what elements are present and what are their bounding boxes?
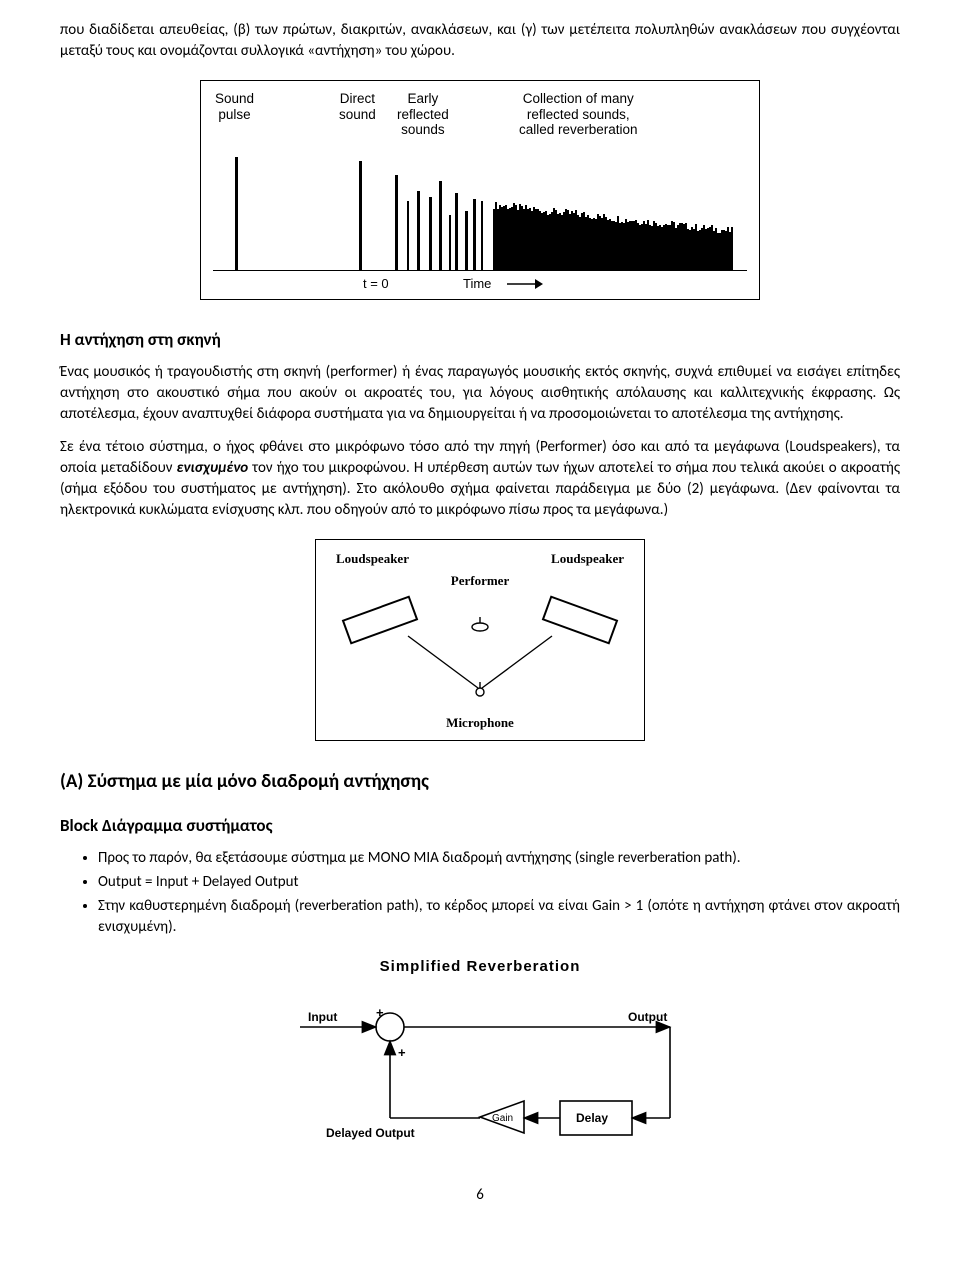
- svg-text:Gain: Gain: [492, 1113, 513, 1124]
- svg-text:Input: Input: [308, 1010, 337, 1024]
- page-number: 6: [60, 1185, 900, 1206]
- fig2-diagram: [330, 592, 630, 712]
- fig1-time-label: Time: [463, 275, 491, 293]
- fig2-label-loudspeaker-left: Loudspeaker: [336, 550, 409, 568]
- paragraph-stage-reverb: Ένας μουσικός ή τραγουδιστής στη σκηνή (…: [60, 362, 900, 425]
- svg-text:Delayed Output: Delayed Output: [326, 1126, 415, 1140]
- bullet-item-1: Προς το παρόν, θα εξετάσουμε σύστημα με …: [98, 848, 900, 869]
- bullet-item-3: Στην καθυστερημένη διαδρομή (reverberati…: [98, 896, 900, 938]
- fig1-label-early: Earlyreflectedsounds: [397, 91, 449, 138]
- fig2-label-microphone: Microphone: [328, 714, 632, 732]
- fig3-container: Simplified Reverberation Input Output Dela…: [225, 956, 735, 1157]
- arrow-right-icon: [507, 277, 543, 291]
- fig2-speaker-labels: Loudspeaker Loudspeaker: [328, 550, 632, 568]
- fig3-title: Simplified Reverberation: [225, 956, 735, 977]
- fig3-diagram: Input Output Delayed Output Gain Delay + +: [240, 987, 720, 1157]
- fig1-frame: Soundpulse Directsound Earlyreflectedsou…: [200, 80, 760, 300]
- fig1-label-sound-pulse: Soundpulse: [215, 91, 254, 122]
- fig2-frame: Loudspeaker Loudspeaker Performer Microp…: [315, 539, 645, 742]
- fig2-label-performer: Performer: [328, 572, 632, 590]
- fig1-time-axis: t = 0 Time: [213, 275, 747, 295]
- intro-paragraph: που διαδίδεται απευθείας, (β) των πρώτων…: [60, 20, 900, 62]
- paragraph-system-description: Σε ένα τέτοιο σύστημα, ο ήχος φθάνει στο…: [60, 437, 900, 521]
- svg-text:Delay: Delay: [576, 1111, 608, 1125]
- fig1-t0-label: t = 0: [363, 275, 389, 293]
- heading-section-a: (Α) Σύστημα με μία μόνο διαδρομή αντήχησ…: [60, 769, 900, 796]
- figure-reverb-impulse: Soundpulse Directsound Earlyreflectedsou…: [60, 80, 900, 300]
- bullet-list: Προς το παρόν, θα εξετάσουμε σύστημα με …: [98, 848, 900, 938]
- svg-text:+: +: [376, 1005, 384, 1020]
- fig1-top-labels: Soundpulse Directsound Earlyreflectedsou…: [213, 91, 747, 139]
- heading-block-diagram: Block Διάγραμμα συστήματος: [60, 814, 900, 838]
- bullet-item-2: Output = Input + Delayed Output: [98, 872, 900, 893]
- para3-emphasis: ενισχυμένο: [176, 459, 248, 477]
- svg-text:+: +: [398, 1045, 406, 1060]
- figure-loudspeaker-setup: Loudspeaker Loudspeaker Performer Microp…: [60, 539, 900, 742]
- fig2-label-loudspeaker-right: Loudspeaker: [551, 550, 624, 568]
- figure-block-diagram: Simplified Reverberation Input Output Dela…: [60, 956, 900, 1157]
- svg-text:Output: Output: [628, 1010, 667, 1024]
- heading-reverb-on-stage: Η αντήχηση στη σκηνή: [60, 328, 900, 352]
- fig1-label-direct-sound: Directsound: [339, 91, 376, 122]
- fig1-chart-area: t = 0 Time: [213, 145, 747, 295]
- fig1-label-collection: Collection of manyreflected sounds,calle…: [519, 91, 638, 138]
